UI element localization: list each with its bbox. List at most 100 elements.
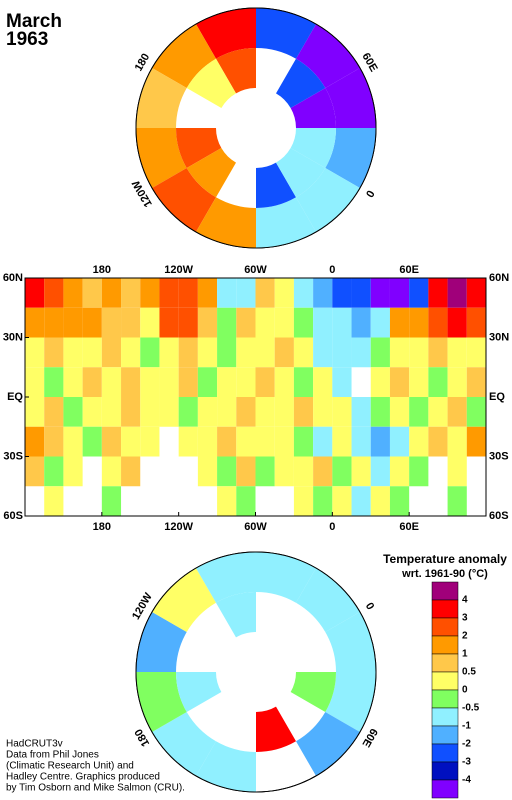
grid-cell (44, 486, 64, 516)
grid-cell (121, 307, 141, 338)
credit-line: HadCRUT3v (6, 739, 63, 750)
grid-cell (389, 367, 410, 397)
grid-cell (332, 367, 352, 397)
y-tick-label: 30N (3, 331, 23, 343)
x-tick-label: 120W (164, 521, 193, 533)
grid-cell (389, 456, 410, 487)
grid-cell (82, 307, 102, 338)
grid-cell (332, 307, 352, 338)
lon-label: 60E (359, 51, 379, 74)
legend-label: 2 (462, 631, 468, 642)
polar-cell (186, 148, 236, 198)
legend-label: 1 (462, 649, 468, 660)
grid-cell (236, 486, 256, 516)
polar-cell (296, 24, 360, 89)
y-tick-label: EQ (7, 391, 23, 403)
y-tick-label: EQ (489, 391, 505, 403)
polar-cell (325, 128, 376, 188)
lon-label: 0 (363, 188, 376, 199)
grid-cell (197, 337, 218, 368)
grid-cell (293, 486, 314, 516)
credit-line: Data from Phil Jones (6, 750, 99, 761)
year: 1963 (6, 29, 48, 50)
grid-cell (101, 307, 122, 338)
legend-title: Temperature anomaly (383, 552, 507, 566)
grid-cell (63, 307, 83, 338)
grid-cell (409, 278, 429, 308)
legend-swatch (431, 617, 459, 637)
grid-cell (293, 397, 314, 427)
grid-cell (159, 307, 179, 338)
grid-cell (178, 397, 198, 427)
lon-label: 0 (363, 601, 376, 612)
polar-cell (296, 712, 360, 776)
polar-cell (216, 592, 256, 638)
month: March (6, 11, 62, 32)
grid-cell (389, 307, 410, 338)
credit-line: Hadley Centre. Graphics produced (6, 772, 160, 783)
grid-cell (313, 486, 333, 516)
grid-cell (63, 397, 83, 427)
grid-cell (255, 456, 275, 487)
polar-cell (196, 552, 256, 603)
grid-cell (82, 278, 102, 308)
polar-cell (152, 712, 216, 776)
legend-swatch (431, 761, 459, 781)
grid-cell (274, 397, 294, 427)
grid-cell (466, 397, 486, 427)
grid-cell (370, 397, 390, 427)
grid-cell (25, 307, 45, 338)
grid-cell (178, 337, 198, 368)
grid-cell (313, 367, 333, 397)
polar-cell (152, 168, 216, 232)
grid-cell (236, 426, 256, 457)
grid-cell (217, 426, 237, 457)
grid-cell (313, 337, 333, 368)
grid-cell (82, 337, 102, 368)
grid-cell (428, 278, 448, 308)
grid-cell (217, 456, 237, 487)
polar-cell (325, 612, 376, 672)
grid-cell (466, 337, 486, 368)
x-tick-label: 0 (329, 521, 335, 533)
grid-cell (255, 426, 275, 457)
grid-cell (293, 278, 314, 308)
grid-cell (101, 278, 122, 308)
grid-cell (293, 307, 314, 338)
polar-cell (196, 8, 256, 59)
polar-cell (290, 88, 336, 128)
polar-cell (186, 58, 236, 108)
grid-cell (101, 486, 122, 516)
polar-cell (176, 128, 222, 168)
grid-cell (25, 397, 45, 427)
grid-cell (389, 397, 410, 427)
polar-cell (296, 568, 360, 632)
grid-cell (63, 367, 83, 397)
grid-cell (63, 337, 83, 368)
grid-cell (351, 397, 371, 427)
grid-cell (332, 456, 352, 487)
grid-cell (447, 278, 467, 308)
grid-cell (63, 456, 83, 487)
legend-label: 4 (462, 595, 468, 606)
grid-cell (370, 486, 390, 516)
grid-cell (25, 278, 45, 308)
grid-cell (409, 367, 429, 397)
grid-cell (370, 307, 390, 338)
grid-cell (255, 278, 275, 308)
legend-swatch (431, 779, 459, 799)
polar-cell (152, 568, 216, 632)
grid-cell (236, 397, 256, 427)
grid-cell (217, 367, 237, 397)
grid-cell (447, 456, 467, 487)
legend-label: -0.5 (462, 703, 480, 714)
grid-cell (370, 456, 390, 487)
grid-cell (44, 456, 64, 487)
legend-label: -4 (462, 775, 471, 786)
polar-cell (256, 8, 316, 59)
polar-cell (290, 672, 336, 712)
polar-outline (135, 551, 377, 793)
polar-cell (276, 58, 326, 108)
grid-cell (447, 486, 467, 516)
